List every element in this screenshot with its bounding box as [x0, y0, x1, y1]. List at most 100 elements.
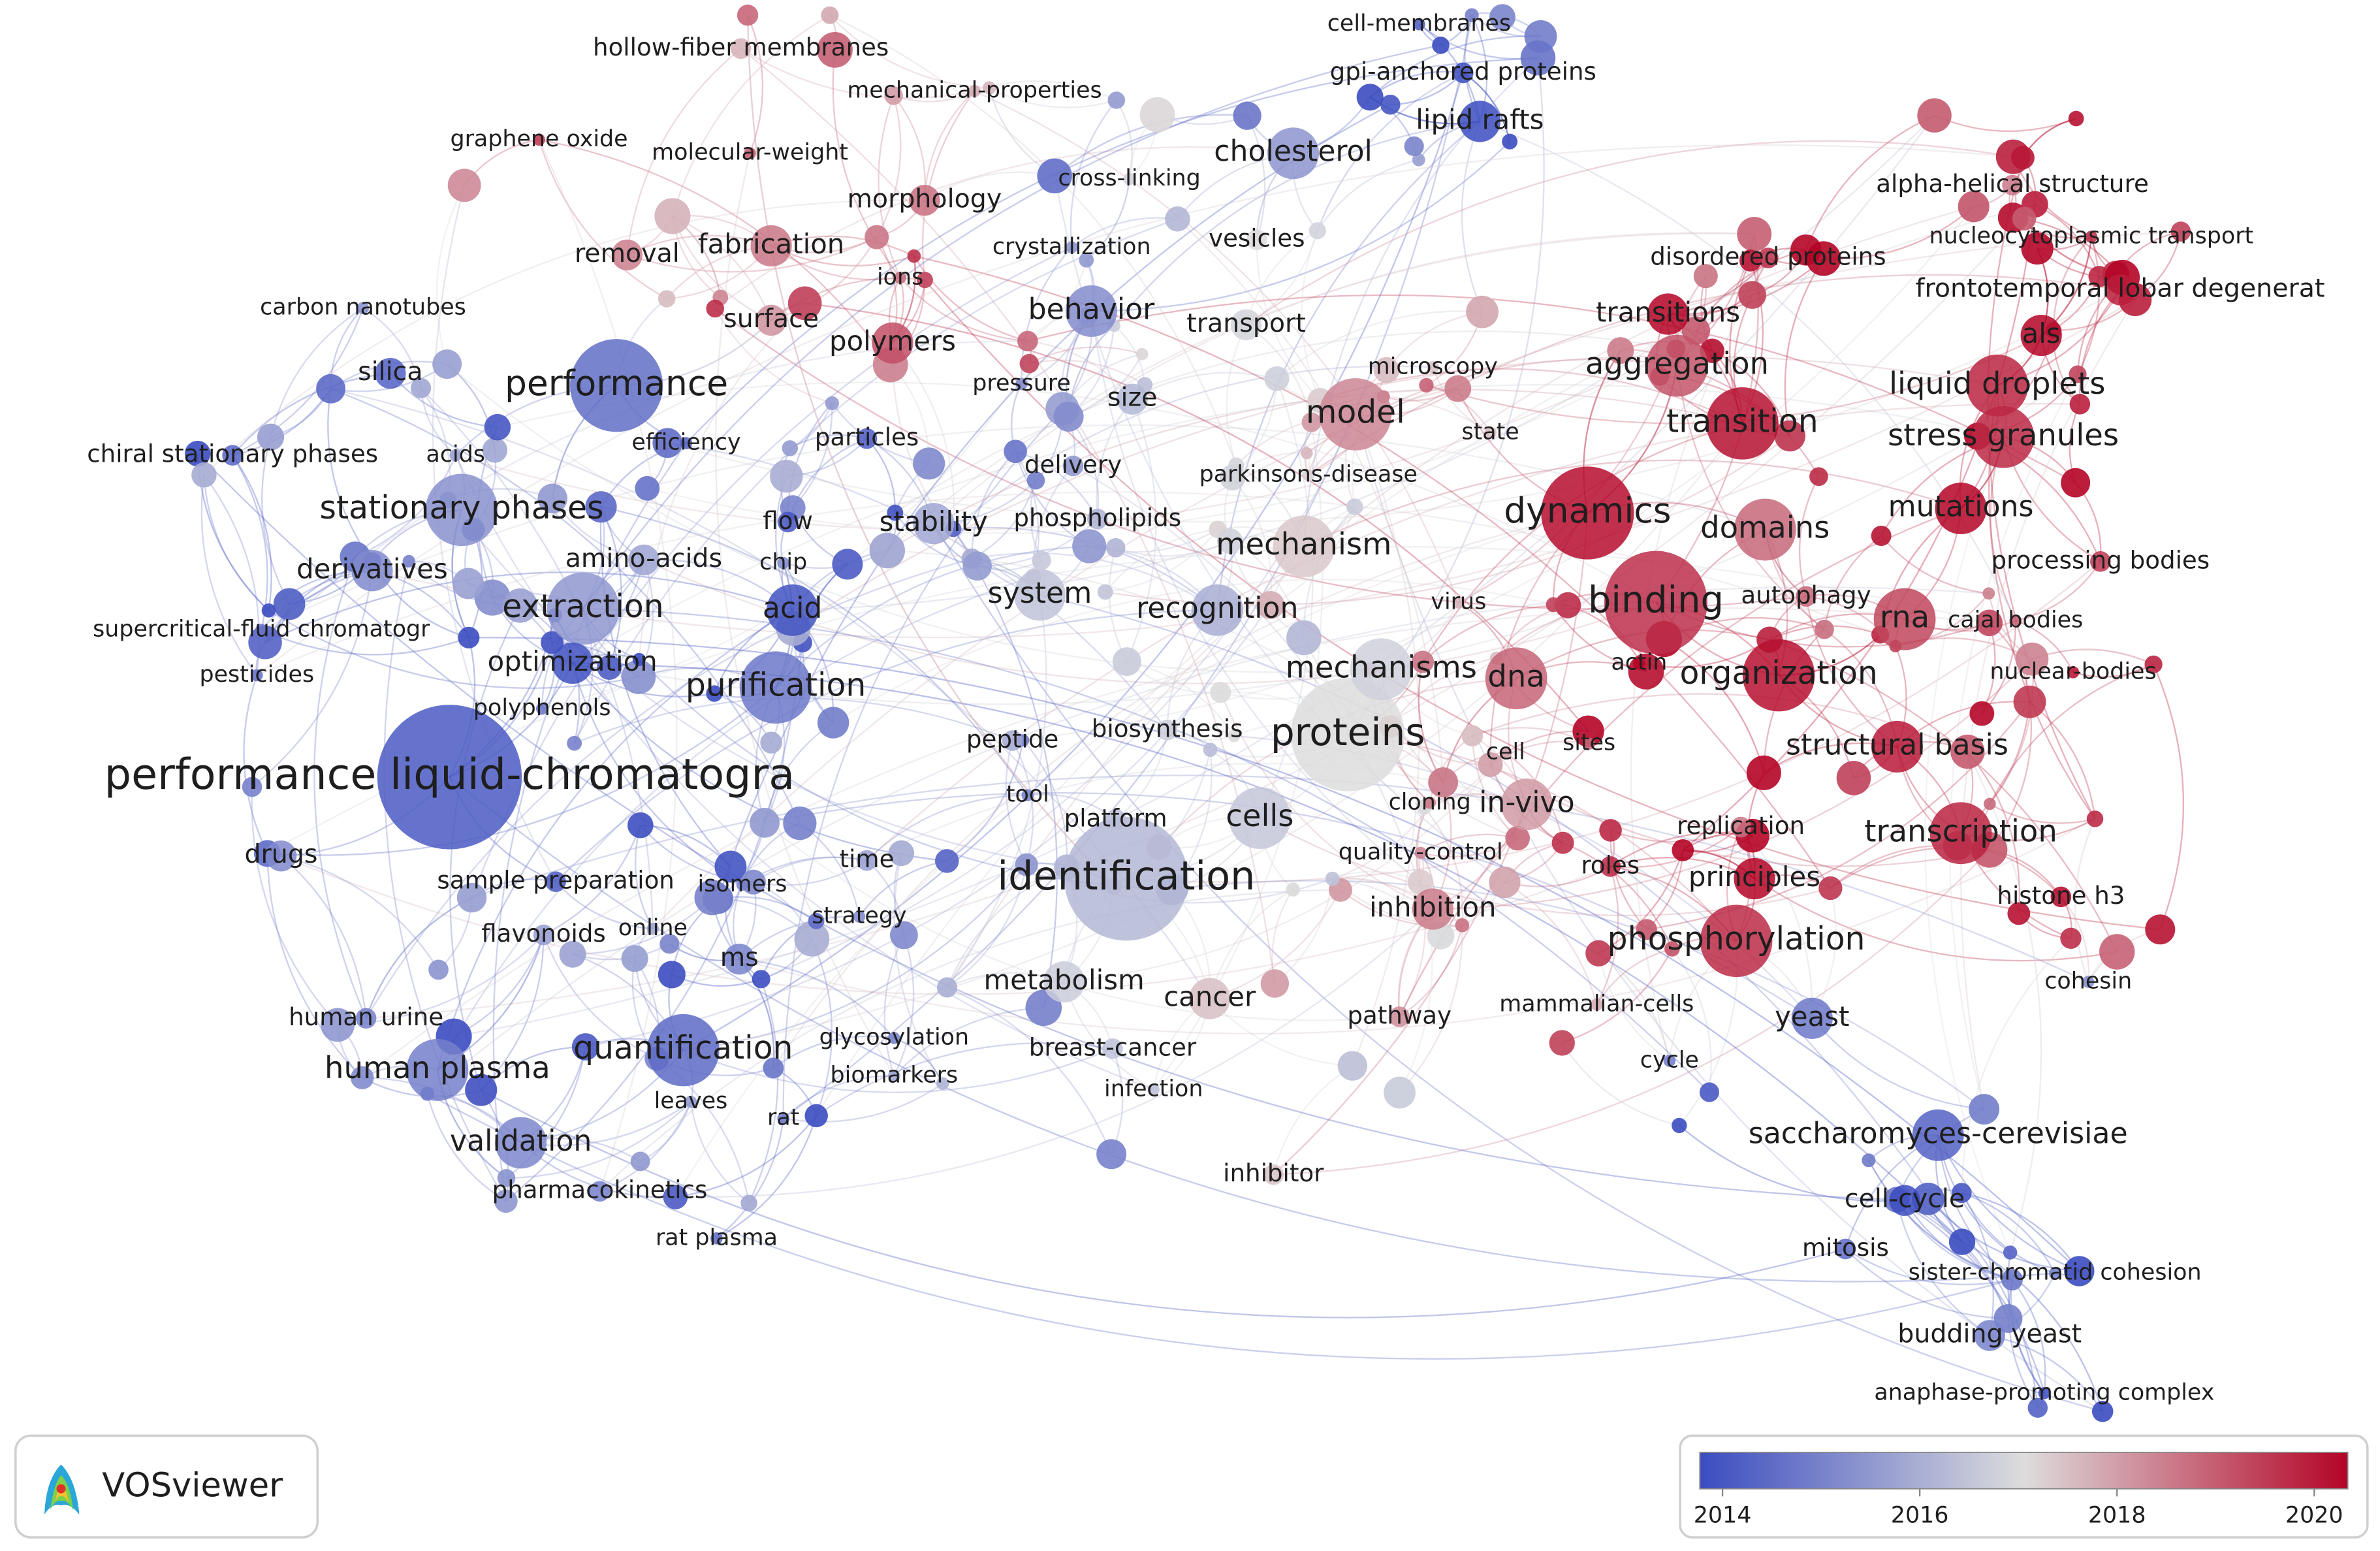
edge — [1679, 1125, 1905, 1202]
edge — [1563, 842, 1673, 950]
edge — [1598, 952, 1670, 1061]
node-label: gpi-anchored proteins — [1330, 57, 1596, 86]
node — [1790, 234, 1822, 266]
edge — [268, 609, 639, 689]
node-label: rna — [1880, 600, 1929, 635]
node — [1015, 853, 1038, 876]
edge — [1354, 414, 2103, 1413]
node — [1112, 647, 1141, 677]
node — [1412, 153, 1425, 167]
node-label: performance liquid-chromatogra — [104, 750, 795, 799]
node — [1549, 1030, 1575, 1056]
node — [909, 185, 940, 216]
node — [2048, 1267, 2061, 1280]
node — [739, 651, 812, 724]
node — [2104, 274, 2136, 306]
edge — [1823, 535, 1882, 630]
edge — [436, 185, 466, 364]
node — [1389, 1006, 1410, 1027]
node-label: cancer — [1164, 981, 1256, 1013]
edge — [893, 1007, 1044, 1077]
edge — [833, 579, 1554, 724]
node — [755, 304, 787, 336]
node — [658, 961, 686, 989]
node — [537, 483, 568, 514]
edge — [829, 14, 1237, 466]
node-label: cloning — [1389, 789, 1471, 815]
node — [1734, 857, 1775, 900]
edge — [1104, 528, 1218, 593]
edge — [555, 881, 653, 930]
node-label: alpha-helical structure — [1876, 169, 2149, 198]
node-label: silica — [358, 357, 422, 387]
edge — [601, 506, 1028, 796]
edge — [599, 1101, 692, 1192]
edge — [1347, 57, 1545, 735]
node — [1500, 778, 1553, 831]
edge — [782, 1075, 895, 1119]
node — [2020, 314, 2062, 357]
node — [2007, 902, 2031, 925]
edge — [876, 95, 902, 238]
node — [428, 959, 449, 980]
node-label: performance — [505, 362, 728, 404]
edge — [232, 455, 272, 611]
edge — [1989, 1334, 2104, 1412]
node — [2011, 146, 2035, 170]
node — [1585, 940, 1612, 967]
edge — [1276, 310, 1483, 379]
edge — [866, 762, 1527, 861]
node — [1489, 866, 1521, 899]
edge — [1126, 660, 1235, 737]
edge — [792, 403, 833, 509]
edge — [471, 246, 1072, 898]
node — [2012, 206, 2037, 231]
node — [1302, 469, 1315, 481]
node-label: morphology — [847, 184, 1002, 214]
node-label: phospholipids — [1013, 503, 1181, 532]
node-label: binding — [1588, 579, 1724, 622]
edge — [1005, 740, 1028, 865]
node — [635, 475, 660, 501]
node — [825, 396, 839, 411]
edge — [1845, 1248, 2012, 1286]
node — [1065, 241, 1078, 254]
node — [545, 871, 566, 892]
node-label: cells — [1226, 798, 1293, 833]
node — [935, 849, 959, 873]
node-label: polyphenols — [473, 695, 611, 721]
node-label: molecular-weight — [652, 140, 848, 166]
edge — [264, 571, 793, 643]
node — [1404, 136, 1424, 157]
edge — [2077, 236, 2100, 375]
edge — [946, 594, 1047, 988]
node-label: optimization — [488, 645, 658, 677]
node — [2061, 468, 2091, 498]
color-legend: 2014 2016 2018 2020 — [1679, 1434, 2369, 1539]
edge — [1896, 1199, 1990, 1336]
node-label: stationary phases — [320, 489, 604, 526]
node-label: online — [618, 915, 688, 941]
node — [2013, 685, 2046, 718]
node — [659, 934, 680, 954]
node-label: transition — [1666, 402, 1818, 440]
node-label: sister-chromatid cohesion — [1909, 1260, 2202, 1286]
edge — [746, 15, 1115, 887]
node — [449, 449, 462, 462]
node — [706, 685, 723, 702]
node — [2091, 1400, 2114, 1422]
edge — [989, 87, 1117, 108]
edge — [243, 675, 268, 854]
node — [452, 568, 484, 600]
node — [1815, 619, 1834, 639]
node — [1228, 729, 1241, 743]
edge — [281, 855, 439, 970]
node — [474, 579, 511, 616]
node-label: transport — [1186, 308, 1306, 338]
node-label: glycosylation — [819, 1025, 969, 1051]
node — [567, 735, 582, 751]
edge — [365, 558, 972, 1019]
node-label: delivery — [1024, 450, 1122, 479]
node — [447, 168, 481, 202]
